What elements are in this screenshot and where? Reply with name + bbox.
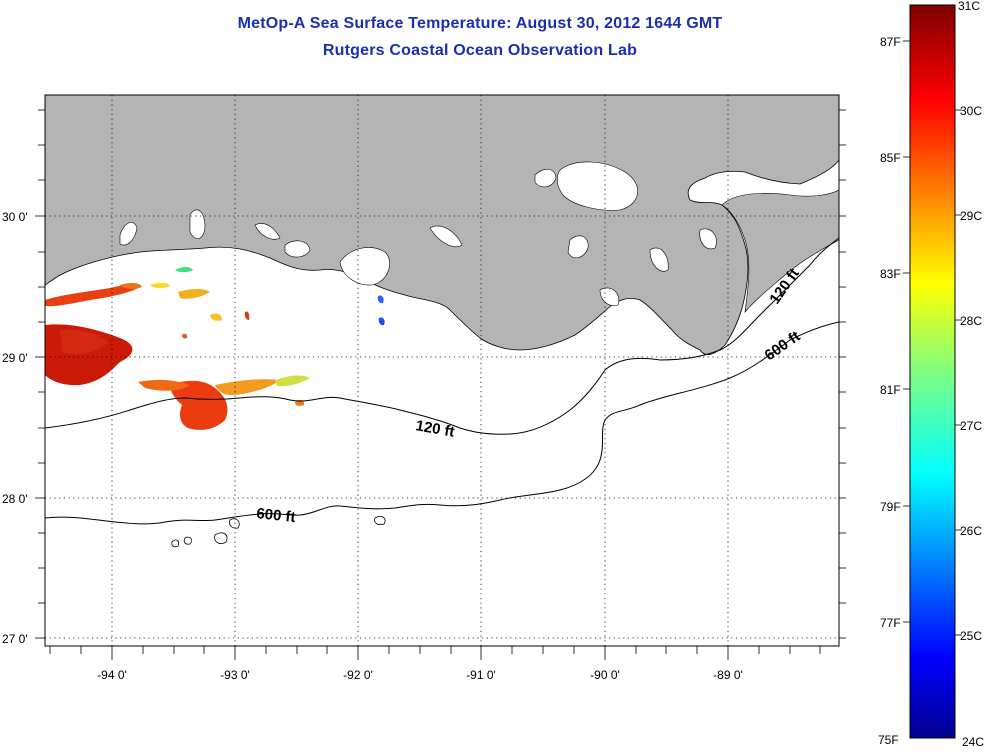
lake bbox=[534, 169, 557, 188]
colorbar-fahrenheit-label: 77F bbox=[880, 616, 901, 630]
colorbar-ticks bbox=[903, 40, 962, 636]
lake bbox=[254, 223, 281, 240]
lon-label: -94 0' bbox=[97, 668, 127, 682]
lake bbox=[284, 240, 311, 258]
colorbar-celsius-label: 28C bbox=[960, 314, 982, 328]
lat-label: 28 0' bbox=[2, 492, 28, 506]
colorbar-celsius-label: 26C bbox=[960, 524, 982, 538]
lake bbox=[339, 247, 390, 286]
contour-600ft-islets bbox=[171, 516, 386, 548]
colorbar-fahrenheit-label: 85F bbox=[880, 151, 901, 165]
lon-label: -90 0' bbox=[590, 668, 620, 682]
lake bbox=[557, 161, 639, 211]
colorbar-fahrenheit-label: 83F bbox=[880, 267, 901, 281]
colorbar-celsius-label: 30C bbox=[960, 104, 982, 118]
sst-data bbox=[45, 267, 385, 430]
lake bbox=[189, 209, 206, 239]
contour-600ft-line bbox=[45, 321, 839, 525]
graticule bbox=[45, 95, 839, 646]
contour-label: 600 ft bbox=[256, 505, 297, 526]
map-subtitle: Rutgers Coastal Ocean Observation Lab bbox=[322, 42, 638, 59]
lat-label: 30 0' bbox=[2, 210, 28, 224]
colorbar-fahrenheit-label: 79F bbox=[880, 500, 901, 514]
colorbar-fahrenheit-label: 87F bbox=[880, 35, 901, 49]
lon-label: -91 0' bbox=[466, 668, 496, 682]
lake bbox=[599, 287, 620, 306]
colorbar bbox=[909, 4, 956, 739]
island bbox=[721, 189, 839, 313]
contour-120ft-line bbox=[45, 237, 839, 435]
lon-label: -89 0' bbox=[713, 668, 743, 682]
lat-label: 29 0' bbox=[2, 351, 28, 365]
colorbar-celsius-label: 31C bbox=[958, 0, 980, 13]
axis-ticks bbox=[35, 109, 846, 660]
lon-label: -93 0' bbox=[220, 668, 250, 682]
lake bbox=[649, 247, 669, 272]
lake bbox=[429, 225, 463, 248]
colorbar-fahrenheit-label: 75F bbox=[878, 733, 899, 747]
colorbar-celsius-label: 24C bbox=[962, 735, 984, 749]
colorbar-celsius-label: 25C bbox=[960, 629, 982, 643]
map-frame bbox=[44, 94, 840, 647]
lake bbox=[119, 222, 138, 246]
land-area bbox=[45, 95, 839, 355]
lake bbox=[567, 235, 589, 259]
lat-label: 27 0' bbox=[2, 632, 28, 646]
colorbar-fahrenheit-label: 81F bbox=[880, 383, 901, 397]
map-title: MetOp-A Sea Surface Temperature: August … bbox=[237, 15, 723, 32]
colorbar-celsius-label: 27C bbox=[960, 419, 982, 433]
lon-label: -92 0' bbox=[343, 668, 373, 682]
colorbar-celsius-label: 29C bbox=[960, 209, 982, 223]
contour-label: 120 ft bbox=[414, 417, 456, 441]
lake bbox=[699, 228, 717, 250]
